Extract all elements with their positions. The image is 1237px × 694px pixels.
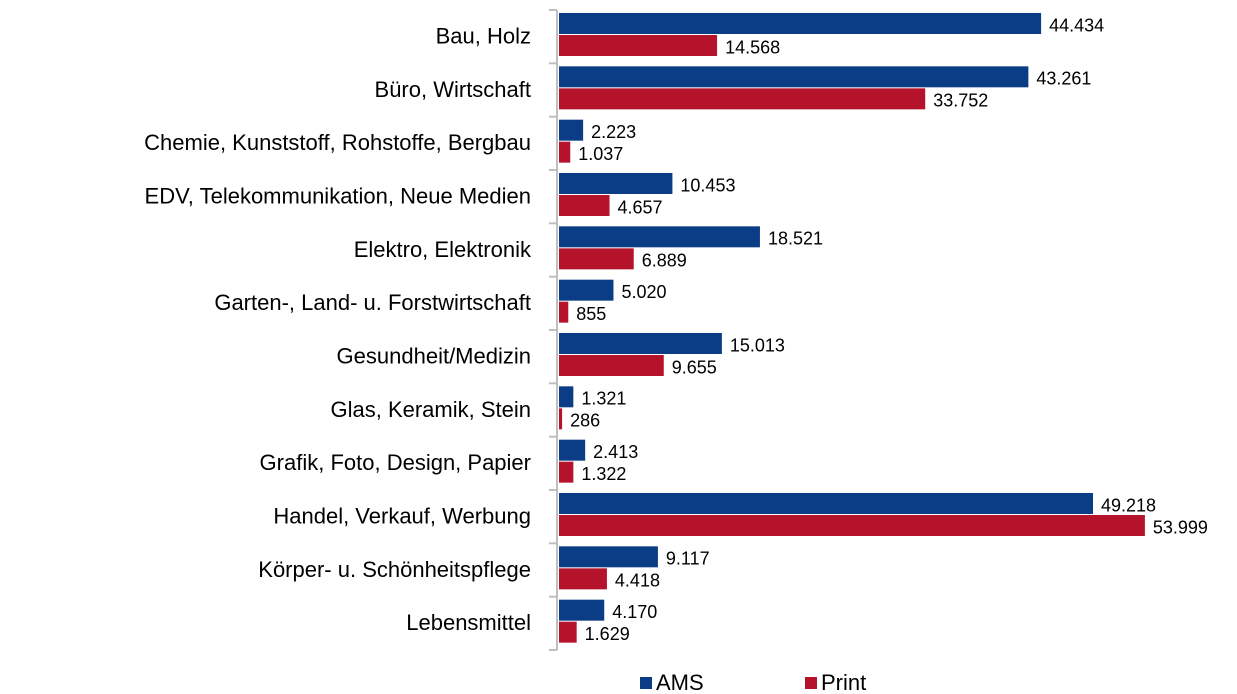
value-label: 4.657 (618, 197, 663, 217)
value-label: 18.521 (768, 229, 823, 249)
bar (559, 515, 1145, 536)
category-label: Garten-, Land- u. Forstwirtschaft (214, 290, 531, 315)
value-label: 4.170 (612, 602, 657, 622)
value-label: 43.261 (1036, 69, 1091, 89)
value-label: 10.453 (680, 175, 735, 195)
category-label: Bau, Holz (436, 23, 531, 48)
category-label: Glas, Keramik, Stein (330, 397, 531, 422)
value-label: 49.218 (1101, 495, 1156, 515)
bar (559, 301, 569, 323)
legend-swatch (640, 677, 652, 689)
value-label: 855 (576, 304, 606, 324)
legend-swatch (805, 677, 817, 689)
bar (559, 13, 1042, 34)
legend-label: AMS (656, 670, 704, 694)
bar (559, 568, 607, 590)
category-label: EDV, Telekommunikation, Neue Medien (145, 183, 531, 208)
value-label: 1.037 (578, 144, 623, 164)
category-label: Elektro, Elektronik (354, 237, 532, 262)
category-label: Büro, Wirtschaft (375, 77, 531, 102)
value-label: 1.321 (581, 389, 626, 409)
value-label: 5.020 (621, 282, 666, 302)
bar (559, 599, 605, 621)
value-label: 15.013 (730, 335, 785, 355)
value-label: 6.889 (642, 251, 687, 271)
category-label: Grafik, Foto, Design, Papier (260, 450, 531, 475)
bar (559, 461, 574, 483)
bar (559, 333, 722, 354)
value-label: 44.434 (1049, 15, 1104, 35)
bar (559, 195, 610, 216)
category-label: Handel, Verkauf, Werbung (273, 503, 531, 528)
bar (559, 546, 658, 568)
legend-label: Print (821, 670, 866, 694)
value-label: 4.418 (615, 571, 660, 591)
bar (559, 226, 760, 248)
value-label: 1.322 (581, 464, 626, 484)
value-label: 33.752 (933, 91, 988, 111)
value-label: 53.999 (1153, 517, 1208, 537)
bar (559, 493, 1094, 514)
bar (559, 621, 577, 643)
bar (559, 66, 1029, 88)
category-label: Gesundheit/Medizin (337, 343, 531, 368)
bar (559, 439, 586, 461)
value-label: 2.223 (591, 122, 636, 142)
bar (559, 248, 634, 270)
value-label: 9.655 (672, 357, 717, 377)
value-label: 286 (570, 411, 600, 431)
bar (559, 408, 563, 430)
value-label: 1.629 (585, 624, 630, 644)
bar (559, 173, 673, 194)
value-label: 2.413 (593, 442, 638, 462)
bar (559, 279, 614, 301)
value-label: 9.117 (666, 549, 710, 569)
bar (559, 88, 926, 110)
bar (559, 141, 571, 163)
bar (559, 386, 574, 408)
category-label: Körper- u. Schönheitspflege (258, 557, 531, 582)
value-label: 14.568 (725, 37, 780, 57)
category-label: Chemie, Kunststoff, Rohstoffe, Bergbau (144, 130, 531, 155)
bar (559, 35, 718, 56)
category-label: Lebensmittel (406, 610, 531, 635)
bar (559, 355, 664, 376)
bar (559, 119, 584, 141)
